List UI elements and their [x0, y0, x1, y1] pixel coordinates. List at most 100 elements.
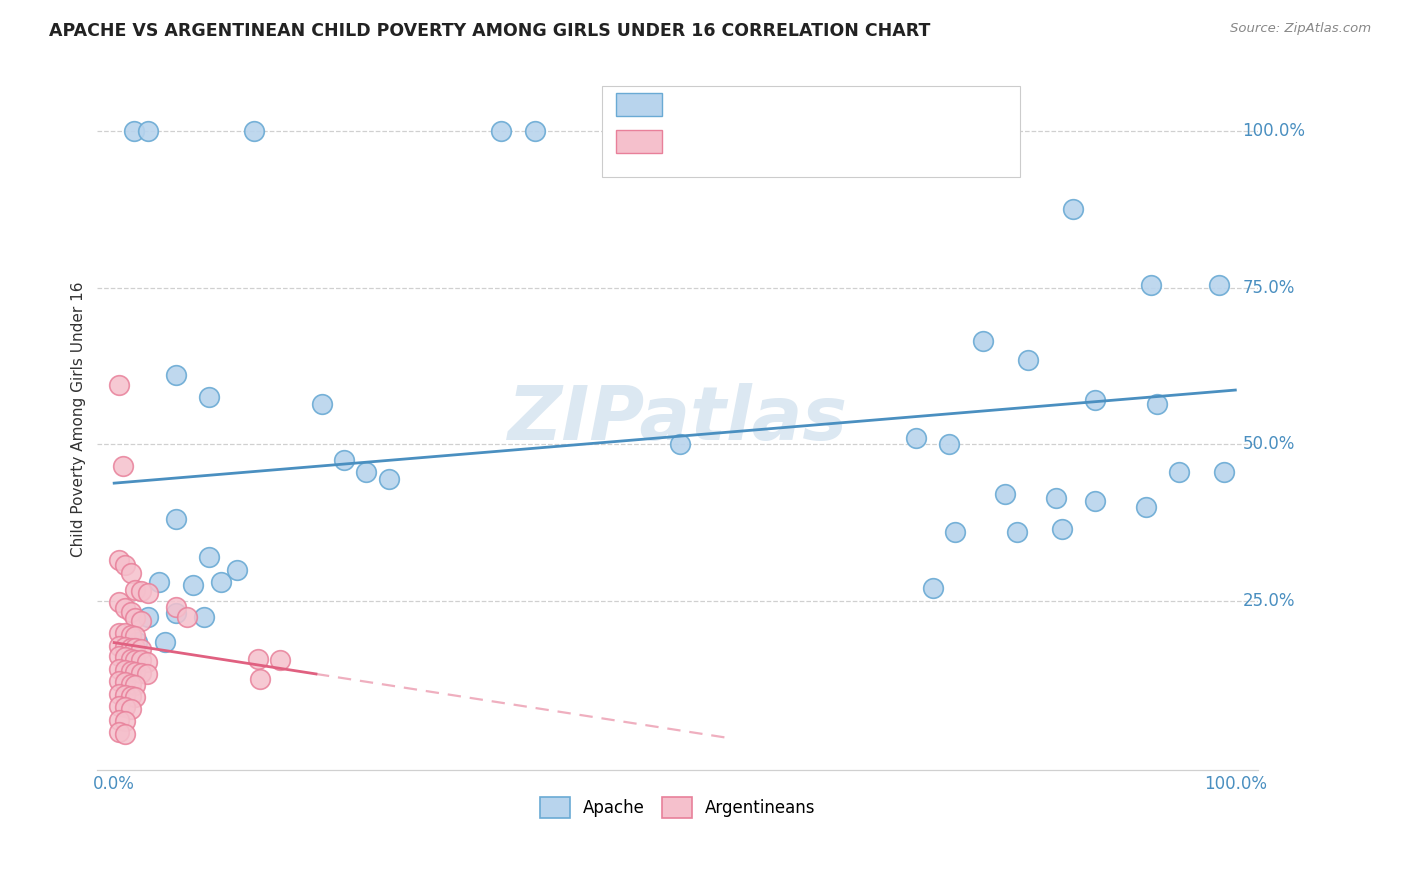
- Point: [114, 688, 136, 702]
- Point: [311, 396, 333, 410]
- FancyBboxPatch shape: [602, 86, 1019, 178]
- Point: [1146, 396, 1168, 410]
- Point: [114, 663, 136, 677]
- Point: [107, 699, 129, 714]
- Point: [135, 667, 157, 681]
- Point: [165, 368, 187, 383]
- Point: [114, 626, 136, 640]
- Point: [1005, 524, 1028, 539]
- Point: [1208, 277, 1230, 292]
- Point: [120, 701, 142, 715]
- Point: [124, 611, 146, 625]
- Point: [972, 334, 994, 348]
- Point: [129, 653, 152, 667]
- Point: [107, 648, 129, 663]
- Text: N =: N =: [792, 133, 828, 151]
- Point: [198, 549, 221, 564]
- Legend: Apache, Argentineans: Apache, Argentineans: [533, 790, 823, 825]
- Point: [165, 512, 187, 526]
- Text: APACHE VS ARGENTINEAN CHILD POVERTY AMONG GIRLS UNDER 16 CORRELATION CHART: APACHE VS ARGENTINEAN CHILD POVERTY AMON…: [49, 22, 931, 40]
- Point: [1084, 393, 1107, 408]
- Point: [124, 678, 146, 692]
- Point: [1017, 352, 1039, 367]
- Point: [107, 626, 129, 640]
- Point: [125, 634, 148, 648]
- Point: [120, 689, 142, 703]
- Point: [107, 725, 129, 739]
- Point: [378, 472, 401, 486]
- Point: [246, 651, 269, 665]
- Point: [1045, 491, 1067, 505]
- Point: [226, 563, 249, 577]
- Text: 50.0%: 50.0%: [1243, 435, 1295, 453]
- Point: [136, 609, 159, 624]
- Point: [124, 629, 146, 643]
- Point: [176, 609, 198, 624]
- Text: R =: R =: [673, 133, 710, 151]
- Point: [129, 642, 152, 657]
- Point: [120, 664, 142, 678]
- Text: 0.231: 0.231: [724, 95, 776, 113]
- Point: [198, 390, 221, 404]
- Point: [1062, 202, 1084, 217]
- Point: [136, 124, 159, 138]
- Point: [1168, 466, 1191, 480]
- Text: 25.0%: 25.0%: [1243, 592, 1295, 610]
- Point: [165, 607, 187, 621]
- Point: [135, 655, 157, 669]
- Point: [124, 653, 146, 667]
- Point: [129, 665, 152, 680]
- Point: [124, 690, 146, 705]
- Point: [523, 124, 546, 138]
- Text: 57: 57: [839, 133, 863, 151]
- Point: [1135, 500, 1157, 514]
- Point: [120, 605, 142, 619]
- Point: [148, 575, 170, 590]
- Point: [1213, 466, 1236, 480]
- Point: [114, 640, 136, 655]
- Point: [114, 650, 136, 665]
- Point: [120, 628, 142, 642]
- Point: [938, 437, 960, 451]
- Point: [1050, 522, 1073, 536]
- Point: [153, 634, 176, 648]
- Point: [124, 665, 146, 680]
- Point: [209, 575, 232, 590]
- Point: [243, 124, 266, 138]
- Point: [129, 584, 152, 599]
- Point: [107, 553, 129, 567]
- Text: R =: R =: [673, 95, 710, 113]
- Point: [114, 727, 136, 741]
- Point: [114, 675, 136, 690]
- Text: Source: ZipAtlas.com: Source: ZipAtlas.com: [1230, 22, 1371, 36]
- Point: [356, 466, 378, 480]
- Text: 44: 44: [839, 95, 863, 113]
- Text: ZIPatlas: ZIPatlas: [508, 383, 848, 456]
- Point: [1140, 277, 1163, 292]
- Text: 100.0%: 100.0%: [1243, 122, 1305, 140]
- Point: [114, 558, 136, 572]
- Text: 75.0%: 75.0%: [1243, 278, 1295, 297]
- Text: -0.086: -0.086: [718, 133, 778, 151]
- Point: [193, 609, 215, 624]
- Point: [136, 586, 159, 600]
- Point: [114, 601, 136, 615]
- Point: [107, 674, 129, 689]
- Point: [1084, 493, 1107, 508]
- Point: [107, 661, 129, 675]
- Point: [120, 640, 142, 655]
- Point: [107, 687, 129, 701]
- Point: [120, 676, 142, 690]
- Point: [333, 453, 356, 467]
- Point: [669, 437, 692, 451]
- Point: [112, 459, 135, 474]
- Point: [124, 641, 146, 656]
- Point: [165, 600, 187, 615]
- Text: N =: N =: [792, 95, 828, 113]
- Point: [904, 431, 927, 445]
- Point: [921, 582, 943, 596]
- Point: [120, 651, 142, 665]
- Point: [249, 672, 271, 686]
- Point: [107, 713, 129, 727]
- Point: [120, 566, 142, 580]
